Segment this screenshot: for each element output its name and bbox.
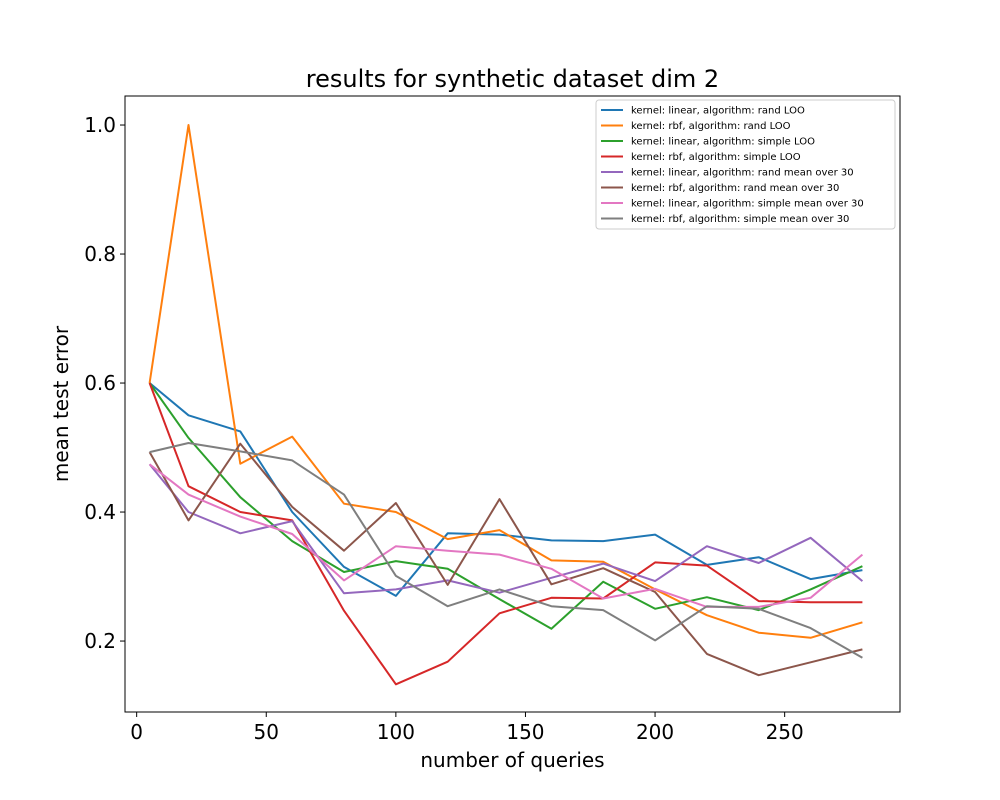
- legend-entry-label: kernel: rbf, algorithm: simple mean over…: [631, 214, 849, 225]
- legend-entry-label: kernel: linear, algorithm: simple LOO: [631, 137, 815, 148]
- legend-entry-label: kernel: linear, algorithm: simple mean o…: [631, 199, 864, 210]
- legend-box: [595, 99, 896, 230]
- x-tick-label: 150: [506, 720, 544, 744]
- legend-entry-label: kernel: linear, algorithm: rand LOO: [631, 106, 805, 117]
- y-tick-label: 1.0: [84, 113, 116, 137]
- y-axis-ticks: 0.2 0.4 0.6 0.8 1.0: [84, 113, 125, 653]
- series-lines: [148, 124, 864, 686]
- chart-title: results for synthetic dataset dim 2: [306, 65, 719, 93]
- series-line-3: [148, 382, 863, 630]
- y-tick-label: 0.8: [84, 242, 116, 266]
- series-line-5: [148, 463, 864, 595]
- x-axis-ticks: 0 50 100 150 200 250: [130, 712, 804, 744]
- x-tick-label: 250: [766, 720, 804, 744]
- series-line-4: [148, 382, 863, 686]
- x-tick-label: 0: [130, 720, 143, 744]
- y-tick-label: 0.4: [84, 500, 116, 524]
- x-axis-label: number of queries: [420, 748, 604, 772]
- x-tick-label: 100: [377, 720, 415, 744]
- x-tick-label: 50: [254, 720, 279, 744]
- series-line-1: [148, 382, 863, 597]
- y-tick-label: 0.2: [84, 629, 116, 653]
- series-line-6: [148, 442, 863, 677]
- axes-frame: [124, 95, 901, 713]
- series-line-7: [148, 463, 864, 608]
- legend-entry-label: kernel: rbf, algorithm: rand mean over 3…: [631, 183, 839, 194]
- y-tick-label: 0.6: [84, 371, 116, 395]
- legend: kernel: linear, algorithm: rand LOO kerne…: [595, 99, 896, 230]
- legend-entry-label: kernel: linear, algorithm: rand mean ove…: [631, 168, 854, 179]
- series-line-8: [149, 442, 863, 659]
- x-tick-label: 200: [636, 720, 674, 744]
- y-axis-label: mean test error: [49, 325, 73, 482]
- legend-entry-label: kernel: rbf, algorithm: simple LOO: [631, 152, 801, 163]
- legend-entry-label: kernel: rbf, algorithm: rand LOO: [631, 121, 791, 132]
